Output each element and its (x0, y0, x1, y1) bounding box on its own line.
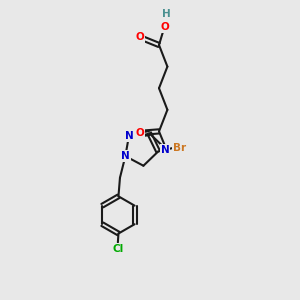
Text: N: N (124, 131, 133, 141)
Text: O: O (135, 128, 144, 138)
Text: H: H (161, 9, 170, 20)
Text: O: O (135, 32, 144, 43)
Text: H: H (177, 145, 186, 155)
Text: O: O (160, 22, 169, 32)
Text: N: N (121, 151, 130, 161)
Text: Cl: Cl (112, 244, 124, 254)
Text: Br: Br (173, 143, 186, 153)
Text: N: N (161, 145, 170, 155)
